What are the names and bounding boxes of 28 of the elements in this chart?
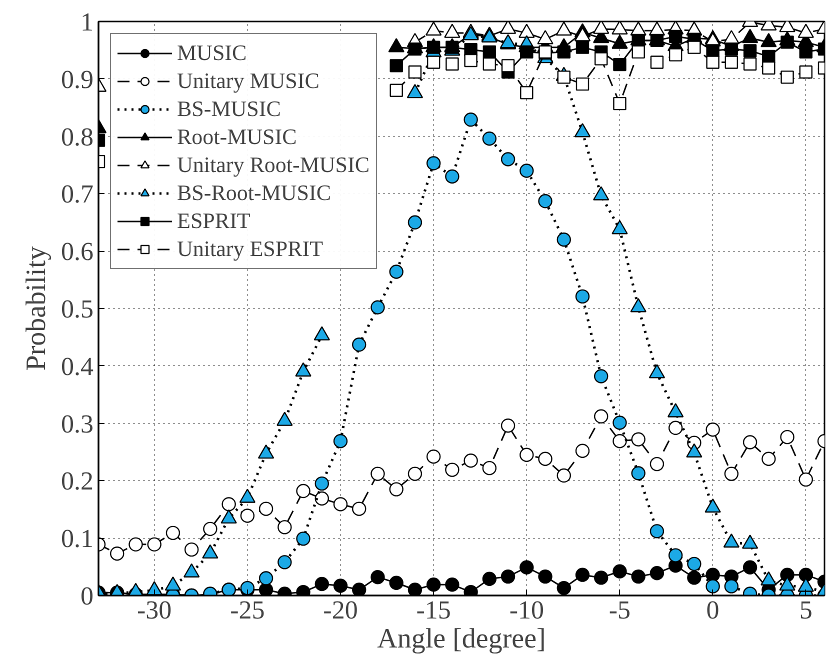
y-tick-label: 0.6 <box>61 237 94 266</box>
y-tick-label: 0.1 <box>61 524 94 554</box>
legend-label: BS-Root-MUSIC <box>177 180 332 206</box>
x-tick-label: 5 <box>799 596 812 624</box>
y-tick-label: 0.3 <box>61 409 94 438</box>
legend-label: Unitary ESPRIT <box>177 236 324 262</box>
x-tick-label: -30 <box>137 596 172 624</box>
x-tick-label: -5 <box>608 596 631 624</box>
x-tick-label: 0 <box>706 596 720 624</box>
y-axis-title: Probability <box>21 246 52 371</box>
y-tick-label: 0.5 <box>61 294 94 324</box>
x-tick-label: -25 <box>230 596 265 624</box>
y-tick-label: 0.7 <box>61 180 94 209</box>
y-tick-label: 0.8 <box>61 122 94 152</box>
x-tick-label: -15 <box>416 596 451 624</box>
y-tick-label: 0.4 <box>61 352 94 381</box>
legend-label: Unitary Root-MUSIC <box>177 152 370 178</box>
y-tick-label: 0.2 <box>61 466 94 496</box>
x-tick-label: -20 <box>323 596 358 624</box>
legend-label: BS-MUSIC <box>177 96 281 122</box>
x-axis-title: Angle [degree] <box>377 624 546 654</box>
x-tick-label: -10 <box>509 596 544 624</box>
legend-label: Unitary MUSIC <box>177 68 320 94</box>
legend-label: MUSIC <box>177 40 247 66</box>
y-tick-label: 0.9 <box>61 64 94 94</box>
y-tick-label: 1 <box>80 8 94 36</box>
legend-label: ESPRIT <box>177 208 250 234</box>
legend-label: Root-MUSIC <box>177 124 297 150</box>
